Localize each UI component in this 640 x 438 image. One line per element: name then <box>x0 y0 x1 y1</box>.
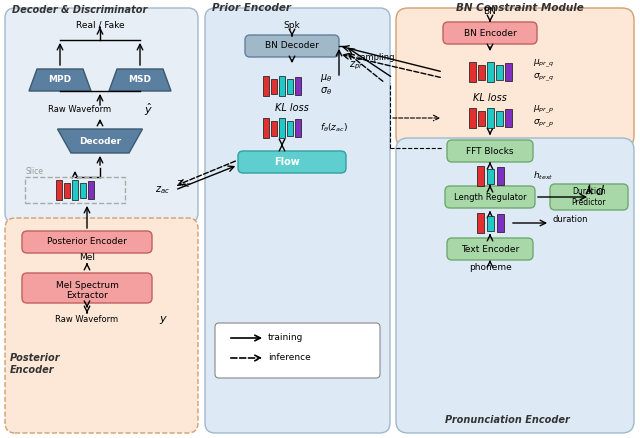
Bar <box>477 110 484 126</box>
FancyBboxPatch shape <box>396 8 634 148</box>
Text: $d$: $d$ <box>595 184 605 198</box>
Text: BN Decoder: BN Decoder <box>265 42 319 50</box>
Bar <box>497 167 504 185</box>
Bar <box>477 213 483 233</box>
Bar <box>477 64 484 80</box>
Text: Flow: Flow <box>274 157 300 167</box>
Text: KL loss: KL loss <box>275 103 309 113</box>
FancyBboxPatch shape <box>445 186 535 208</box>
Text: KL loss: KL loss <box>473 93 507 103</box>
Polygon shape <box>29 69 91 91</box>
Text: $h_{text}$: $h_{text}$ <box>533 170 554 182</box>
Text: MPD: MPD <box>49 75 72 85</box>
Text: $z_{ac}$: $z_{ac}$ <box>175 178 191 190</box>
Text: $\sigma_{pr\_q}$: $\sigma_{pr\_q}$ <box>533 72 554 84</box>
Text: $\mu_{pr\_p}$: $\mu_{pr\_p}$ <box>533 104 554 116</box>
Bar <box>295 77 301 95</box>
Bar <box>287 120 293 135</box>
Bar <box>25 177 125 203</box>
Bar <box>80 183 86 198</box>
Text: BN Constraint Module: BN Constraint Module <box>456 3 584 13</box>
FancyBboxPatch shape <box>550 184 628 210</box>
Text: Pronunciation Encoder: Pronunciation Encoder <box>445 415 570 425</box>
Text: Slice: Slice <box>26 167 44 176</box>
Text: BN: BN <box>484 7 497 15</box>
Bar <box>477 166 483 186</box>
Text: BN Encoder: BN Encoder <box>463 28 516 38</box>
FancyBboxPatch shape <box>22 273 152 303</box>
Bar <box>88 181 94 199</box>
FancyBboxPatch shape <box>443 22 537 44</box>
Text: Raw Waveform: Raw Waveform <box>56 315 118 325</box>
Bar <box>279 118 285 138</box>
Text: $\sigma_\theta$: $\sigma_\theta$ <box>320 85 332 97</box>
Bar <box>287 78 293 93</box>
Text: $f_\theta(z_{ac})$: $f_\theta(z_{ac})$ <box>320 122 348 134</box>
Bar <box>279 76 285 96</box>
Text: Duration
Predictor: Duration Predictor <box>572 187 606 207</box>
FancyBboxPatch shape <box>215 323 380 378</box>
Text: Real / Fake: Real / Fake <box>76 21 124 30</box>
Text: MSD: MSD <box>129 75 152 85</box>
Bar <box>263 118 269 138</box>
Bar <box>56 180 62 200</box>
Bar <box>504 63 511 81</box>
Text: Decoder: Decoder <box>79 137 121 145</box>
Text: phoneme: phoneme <box>468 264 511 272</box>
Text: Raw Waveform: Raw Waveform <box>49 106 111 114</box>
Bar <box>72 180 78 200</box>
Text: Extractor: Extractor <box>66 290 108 300</box>
Text: Posterior Encoder: Posterior Encoder <box>47 237 127 247</box>
FancyBboxPatch shape <box>5 218 198 433</box>
Bar <box>486 62 493 82</box>
Polygon shape <box>109 69 171 91</box>
Bar <box>486 169 493 184</box>
Text: $z_{ac}$: $z_{ac}$ <box>155 184 170 196</box>
Bar <box>468 62 476 82</box>
Text: sampling: sampling <box>356 53 395 63</box>
Bar <box>495 110 502 126</box>
Text: Mel Spectrum: Mel Spectrum <box>56 280 118 290</box>
Text: $\mu_{pr\_q}$: $\mu_{pr\_q}$ <box>533 58 554 70</box>
Bar <box>271 78 277 93</box>
FancyBboxPatch shape <box>5 8 198 223</box>
Text: Prior Encoder: Prior Encoder <box>212 3 291 13</box>
Bar <box>271 120 277 135</box>
Text: Text Encoder: Text Encoder <box>461 244 519 254</box>
Text: Length Regulator: Length Regulator <box>454 192 526 201</box>
Text: $\hat{y}$: $\hat{y}$ <box>143 102 152 118</box>
FancyBboxPatch shape <box>447 140 533 162</box>
Bar <box>263 76 269 96</box>
FancyBboxPatch shape <box>205 8 390 433</box>
FancyBboxPatch shape <box>245 35 339 57</box>
Bar <box>295 119 301 137</box>
Bar <box>495 64 502 80</box>
Text: Posterior
Encoder: Posterior Encoder <box>10 353 61 375</box>
Text: $\mu_\theta$: $\mu_\theta$ <box>320 72 332 84</box>
FancyBboxPatch shape <box>22 231 152 253</box>
FancyBboxPatch shape <box>396 138 634 433</box>
Bar <box>497 214 504 232</box>
FancyBboxPatch shape <box>238 151 346 173</box>
Text: training: training <box>268 333 303 343</box>
Bar <box>64 183 70 198</box>
Bar <box>504 109 511 127</box>
FancyBboxPatch shape <box>447 238 533 260</box>
Text: $z_{pr}$: $z_{pr}$ <box>349 60 364 72</box>
Text: $\sigma_{pr\_p}$: $\sigma_{pr\_p}$ <box>533 118 554 130</box>
Text: duration: duration <box>552 215 588 225</box>
Text: Spk: Spk <box>284 21 300 31</box>
Text: FFT Blocks: FFT Blocks <box>467 146 514 155</box>
Bar <box>468 108 476 128</box>
Text: $y$: $y$ <box>159 314 168 326</box>
Text: inference: inference <box>268 353 311 363</box>
Bar <box>486 108 493 128</box>
Text: Decoder & Discriminator: Decoder & Discriminator <box>12 5 147 15</box>
Text: Mel: Mel <box>79 252 95 261</box>
Bar <box>486 215 493 230</box>
Polygon shape <box>58 129 143 153</box>
